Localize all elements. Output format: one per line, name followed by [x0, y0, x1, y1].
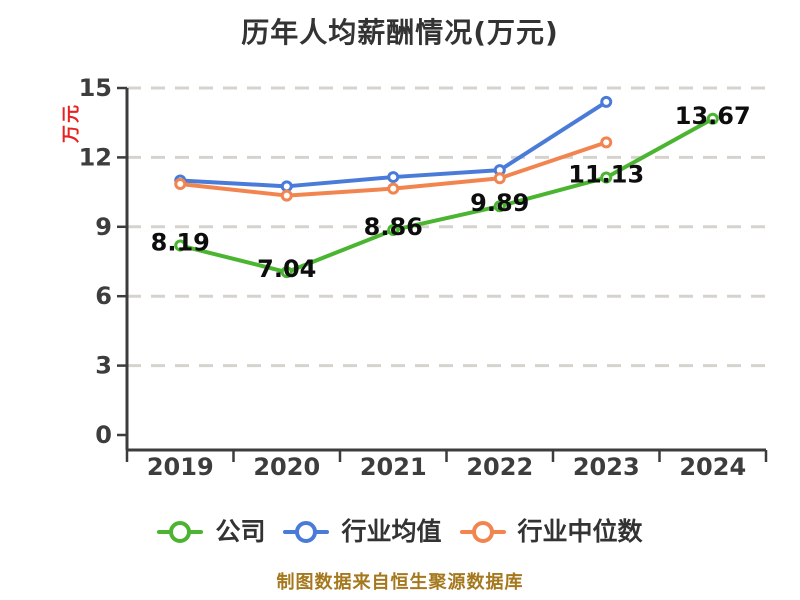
value-label-company-2020: 7.04: [257, 255, 316, 283]
x-tick-label-2022: 2022: [466, 453, 533, 481]
point-industry-average-2023: [600, 95, 613, 108]
point-company-2023: [600, 171, 613, 184]
point-industry-average-2021: [387, 171, 400, 184]
point-company-2019: [174, 239, 187, 252]
industry-median-line-marker-icon: [459, 519, 506, 545]
point-company-2024: [706, 112, 719, 125]
y-tick-label-0: 0: [95, 421, 112, 449]
x-tick-label-2024: 2024: [679, 453, 746, 481]
point-industry-median-2023: [600, 136, 613, 149]
legend-item-company[interactable]: 公司: [157, 519, 265, 545]
chart-title: 历年人均薪酬情况(万元): [241, 16, 559, 49]
x-tick-label-2021: 2021: [360, 453, 427, 481]
y-tick-label-6: 6: [95, 282, 112, 310]
x-tick-label-2019: 2019: [147, 453, 214, 481]
legend: 公司 行业均值 行业中位数: [0, 519, 800, 545]
value-label-company-2019: 8.19: [151, 229, 210, 257]
data-source-note: 制图数据来自恒生聚源数据库: [276, 572, 524, 593]
y-tick-label-3: 3: [95, 352, 112, 380]
line-company: [178, 116, 715, 275]
legend-label-industry-average: 行业均值: [341, 517, 442, 546]
legend-label-company: 公司: [215, 517, 266, 546]
point-industry-median-2019: [174, 178, 187, 191]
point-company-2022: [493, 200, 506, 213]
company-line-marker-icon: [157, 519, 204, 545]
point-industry-median-2021: [387, 182, 400, 195]
value-label-company-2021: 8.86: [364, 213, 423, 241]
value-label-company-2022: 9.89: [470, 189, 529, 217]
value-label-company-2023: 11.13: [568, 161, 644, 189]
point-company-2020: [280, 266, 293, 279]
x-tick-label-2020: 2020: [253, 453, 320, 481]
point-industry-average-2020: [280, 180, 293, 193]
legend-item-industry-average[interactable]: 行业均值: [283, 517, 442, 546]
point-company-2021: [387, 224, 400, 237]
legend-label-industry-median: 行业中位数: [517, 517, 643, 546]
y-tick-label-12: 12: [79, 143, 112, 171]
industry-average-line-marker-icon: [283, 519, 330, 545]
legend-item-industry-median[interactable]: 行业中位数: [459, 517, 643, 546]
value-label-company-2024: 13.67: [675, 102, 751, 130]
x-tick-label-2023: 2023: [573, 453, 640, 481]
y-tick-label-15: 15: [79, 74, 112, 102]
point-industry-median-2020: [280, 189, 293, 202]
point-industry-median-2022: [493, 172, 506, 185]
y-tick-label-9: 9: [95, 213, 112, 241]
